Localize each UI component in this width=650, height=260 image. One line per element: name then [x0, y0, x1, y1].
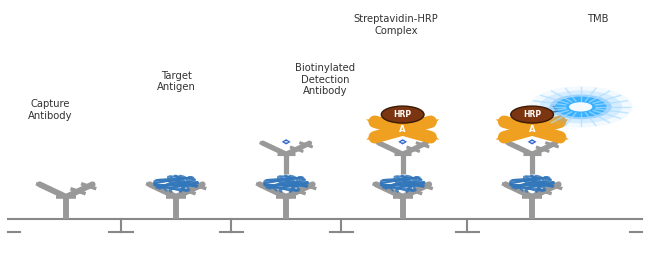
Circle shape: [511, 106, 553, 123]
Circle shape: [554, 96, 606, 117]
Text: Target
Antigen: Target Antigen: [157, 71, 196, 93]
Polygon shape: [526, 139, 538, 145]
Polygon shape: [556, 119, 569, 124]
Text: HRP: HRP: [394, 110, 411, 119]
Polygon shape: [397, 139, 408, 145]
Text: HRP: HRP: [523, 110, 541, 119]
Circle shape: [382, 106, 424, 123]
Polygon shape: [495, 135, 508, 140]
Circle shape: [540, 90, 622, 123]
Text: A: A: [399, 125, 406, 134]
Circle shape: [285, 141, 288, 142]
Circle shape: [401, 141, 404, 142]
Text: Capture
Antibody: Capture Antibody: [28, 99, 72, 121]
Polygon shape: [427, 119, 439, 124]
Polygon shape: [366, 119, 378, 124]
Text: TMB: TMB: [587, 14, 608, 24]
Circle shape: [550, 95, 612, 119]
Polygon shape: [427, 135, 439, 140]
Text: A: A: [529, 125, 536, 134]
Polygon shape: [281, 139, 292, 145]
Polygon shape: [556, 135, 569, 140]
Text: Biotinylated
Detection
Antibody: Biotinylated Detection Antibody: [295, 63, 355, 96]
Text: Streptavidin-HRP
Complex: Streptavidin-HRP Complex: [354, 14, 439, 36]
Circle shape: [530, 141, 534, 142]
Polygon shape: [495, 119, 508, 124]
Circle shape: [529, 86, 632, 127]
Polygon shape: [366, 135, 378, 140]
Circle shape: [569, 102, 592, 112]
